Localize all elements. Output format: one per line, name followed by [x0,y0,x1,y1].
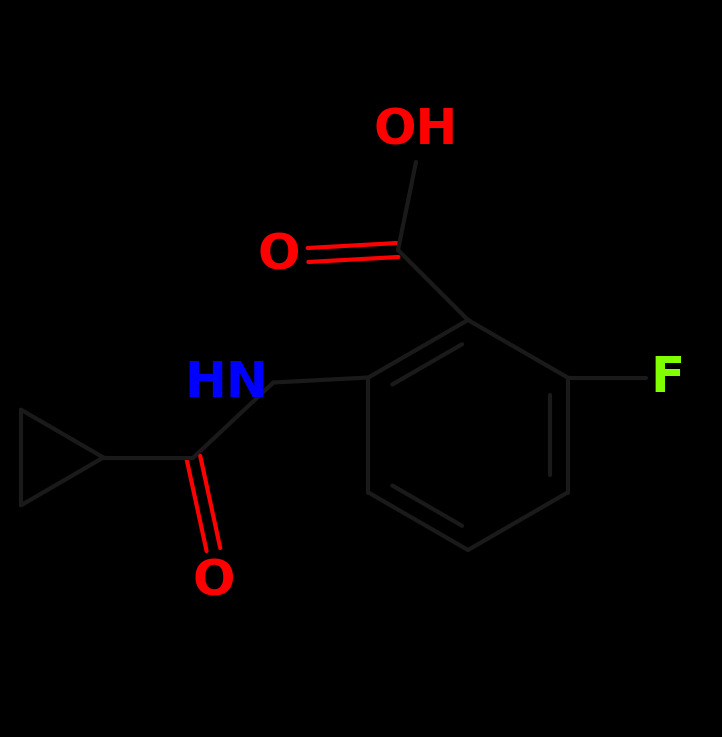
Text: F: F [651,354,685,402]
Text: OH: OH [374,106,458,154]
Text: O: O [192,557,235,606]
Text: HN: HN [185,358,269,407]
Text: O: O [258,231,300,279]
